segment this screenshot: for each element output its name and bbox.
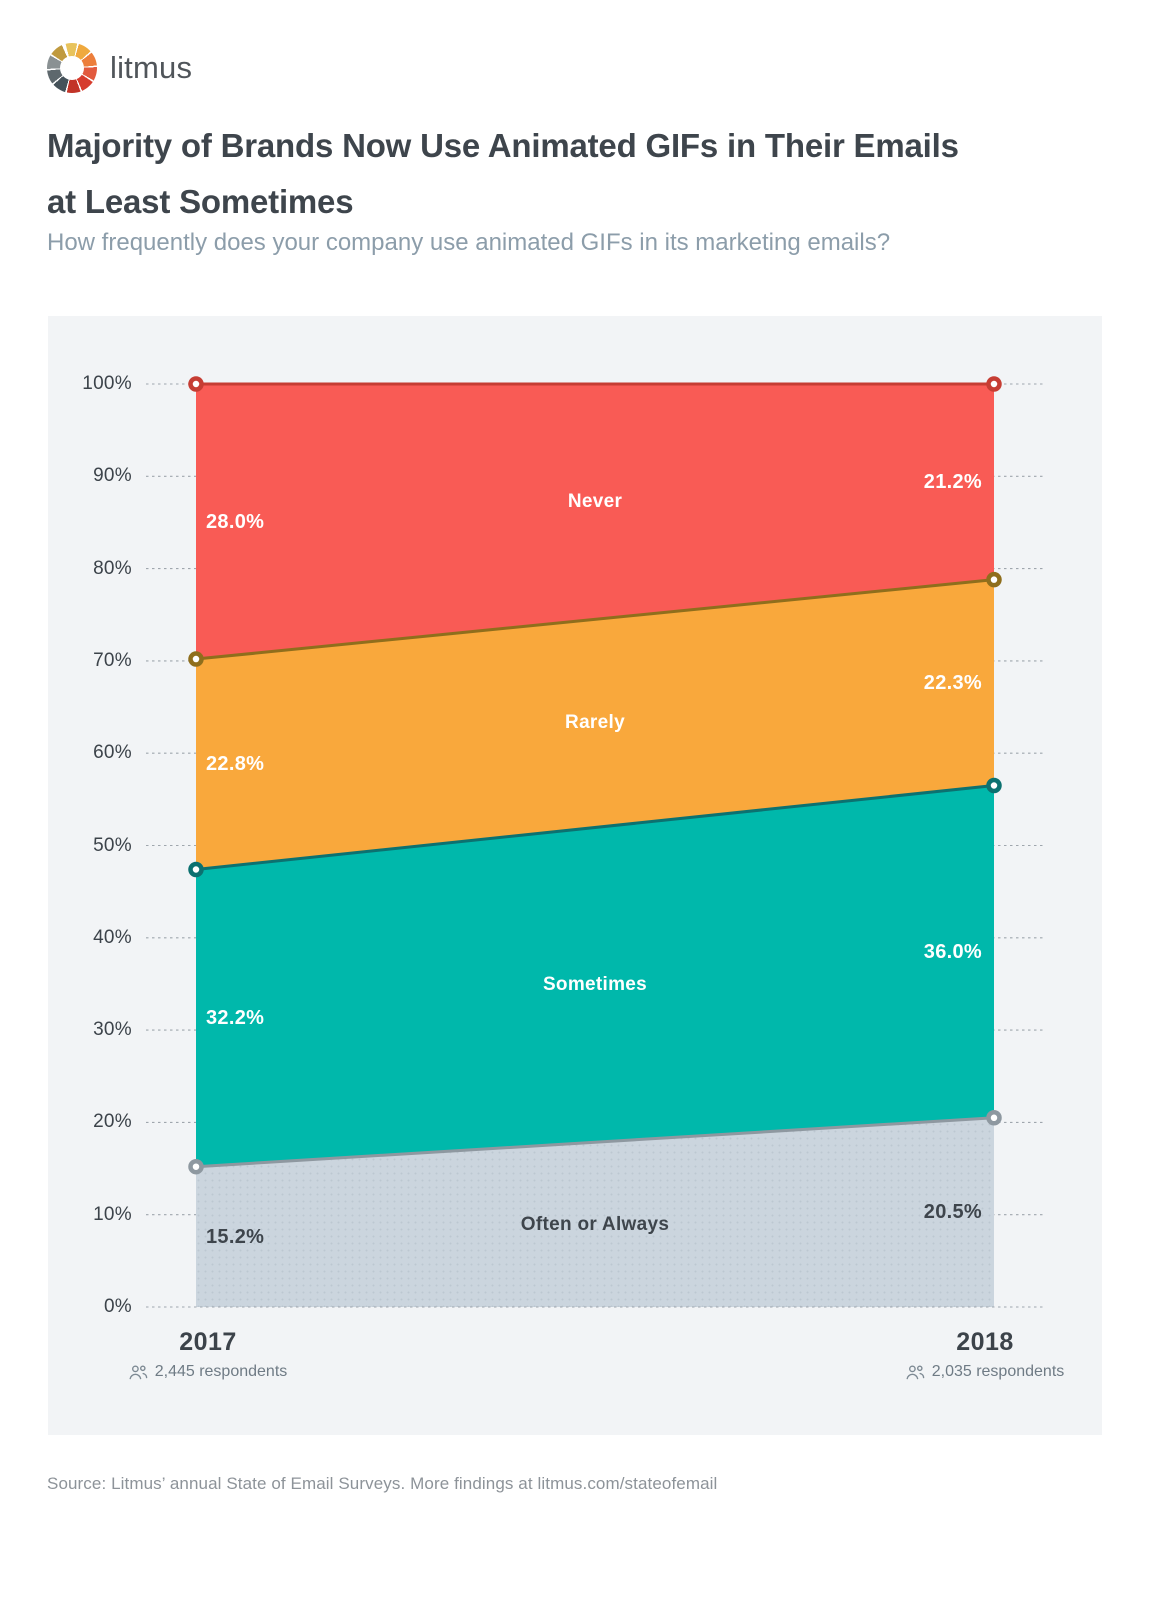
x-axis-year-label: 2018 — [956, 1328, 1014, 1356]
respondents-label: 2,445 respondents — [154, 1363, 288, 1380]
respondents-row: 2,445 respondents — [78, 1363, 338, 1381]
data-point-marker — [986, 1110, 1002, 1126]
chart-card: 0% 10% 20% 30% 40% 50% 60% 70% 80% 90% 100% 15.2% 20… — [48, 316, 1102, 1435]
area-rarely — [196, 579, 994, 870]
chart-canvas — [48, 316, 1102, 1440]
data-point-marker — [986, 376, 1002, 392]
respondents-label: 2,035 respondents — [931, 1363, 1065, 1380]
x-axis-group-2017: 2017 2,445 respondents — [78, 1328, 338, 1381]
x-axis-year-label: 2017 — [179, 1328, 237, 1356]
respondents-row: 2,035 respondents — [855, 1363, 1115, 1381]
data-point-marker — [188, 1158, 204, 1175]
source-note: Source: Litmus’ annual State of Email Su… — [47, 1474, 718, 1493]
people-icon — [129, 1365, 148, 1380]
litmus-wordmark: litmus — [110, 50, 193, 85]
people-icon — [906, 1365, 925, 1380]
page-subtitle: How frequently does your company use ani… — [47, 229, 891, 256]
area-never — [196, 384, 994, 660]
area-sometimes — [196, 785, 994, 1167]
page-title: Majority of Brands Now Use Animated GIFs… — [47, 127, 959, 220]
data-point-marker — [986, 777, 1002, 794]
data-point-marker — [188, 376, 204, 392]
litmus-logo-icon — [47, 43, 97, 93]
area-often-or-always-texture — [196, 1117, 994, 1307]
chart-svg — [146, 376, 1045, 1308]
data-point-marker — [188, 861, 204, 878]
data-point-marker — [188, 651, 204, 667]
boundary-line-rarely — [195, 578, 995, 661]
boundary-line-often-or-always — [195, 1116, 995, 1169]
data-point-marker — [986, 571, 1002, 588]
litmus-logo: litmus — [47, 43, 192, 93]
boundary-line-sometimes — [195, 784, 995, 871]
x-axis-group-2018: 2018 2,035 respondents — [855, 1328, 1115, 1381]
